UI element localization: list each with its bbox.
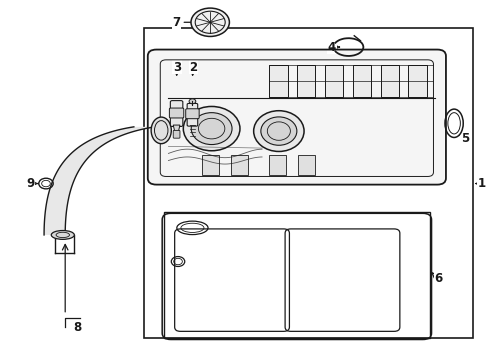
FancyBboxPatch shape [185,109,199,119]
Bar [380,65,398,97]
Text: 7: 7 [172,16,198,29]
FancyBboxPatch shape [173,130,180,138]
Ellipse shape [183,107,240,151]
Bar [298,155,314,175]
Ellipse shape [260,117,296,145]
Text: 8: 8 [73,321,81,334]
Bar [269,155,285,175]
Bar [407,65,426,97]
Bar [325,65,343,97]
Bar [163,212,429,338]
Bar [297,65,315,97]
Bar [230,155,247,175]
Ellipse shape [253,111,304,152]
FancyBboxPatch shape [169,108,183,118]
Polygon shape [173,125,180,131]
Text: 4: 4 [327,41,339,54]
Text: 3: 3 [173,61,181,75]
Text: 2: 2 [189,61,197,75]
Text: 5: 5 [459,132,468,145]
Polygon shape [44,127,155,235]
Ellipse shape [191,113,232,145]
Ellipse shape [151,117,171,144]
FancyBboxPatch shape [187,103,197,126]
Ellipse shape [51,230,74,239]
Text: 6: 6 [431,272,442,285]
Bar [202,155,219,175]
Bar [144,28,472,338]
Bar [269,65,287,97]
FancyBboxPatch shape [146,49,444,184]
Bar [352,65,370,97]
Text: 9: 9 [26,177,38,190]
Circle shape [189,99,195,104]
FancyBboxPatch shape [170,100,183,126]
Text: 1: 1 [475,177,485,190]
Circle shape [191,8,229,36]
